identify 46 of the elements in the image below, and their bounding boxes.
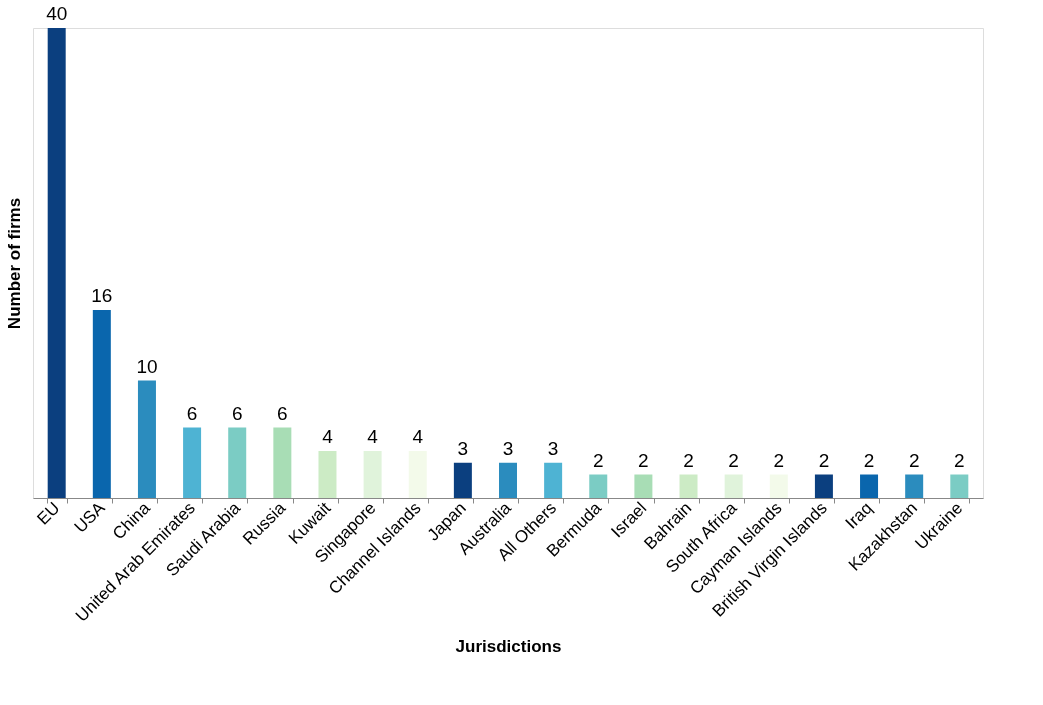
bar [905,474,924,498]
bar [724,474,743,498]
bar [544,462,563,498]
bar [950,474,969,498]
bar [634,474,653,498]
bar [183,427,202,498]
bar [860,474,879,498]
data-label: 4 [322,426,334,447]
bar [318,451,337,498]
data-label: 4 [412,426,424,447]
data-label: 2 [908,449,920,471]
data-label: 2 [728,449,739,471]
bar [499,462,517,498]
data-label: 6 [231,402,243,424]
data-label: 40 [46,3,68,24]
x-tick-label: USA [70,497,110,537]
data-label: 2 [773,449,785,471]
bar [363,451,382,498]
data-label: 6 [277,402,288,424]
bar [589,474,608,498]
x-axis-title: Jurisdictions [455,637,562,657]
data-label: 2 [863,449,875,471]
bar [228,427,247,498]
bar [408,451,427,498]
x-tick-label: EU [33,498,64,529]
bar [137,380,156,498]
y-axis-title: Number of firms [4,197,24,330]
data-label: 2 [683,449,694,471]
data-label: 16 [91,285,113,306]
bar [679,474,698,498]
bar [453,462,472,498]
data-label: 2 [818,449,830,471]
bar [47,28,66,498]
bar [92,310,111,498]
data-label: 3 [547,437,559,459]
bar [814,474,833,498]
data-label: 6 [186,402,198,424]
data-label: 2 [954,449,965,471]
data-label: 3 [457,437,469,459]
data-label: 4 [367,426,379,447]
data-label: 2 [638,449,649,471]
data-label: 2 [592,449,604,471]
data-label: 10 [136,355,158,377]
bar [769,474,788,498]
bar [273,427,292,498]
data-label: 3 [502,437,514,459]
